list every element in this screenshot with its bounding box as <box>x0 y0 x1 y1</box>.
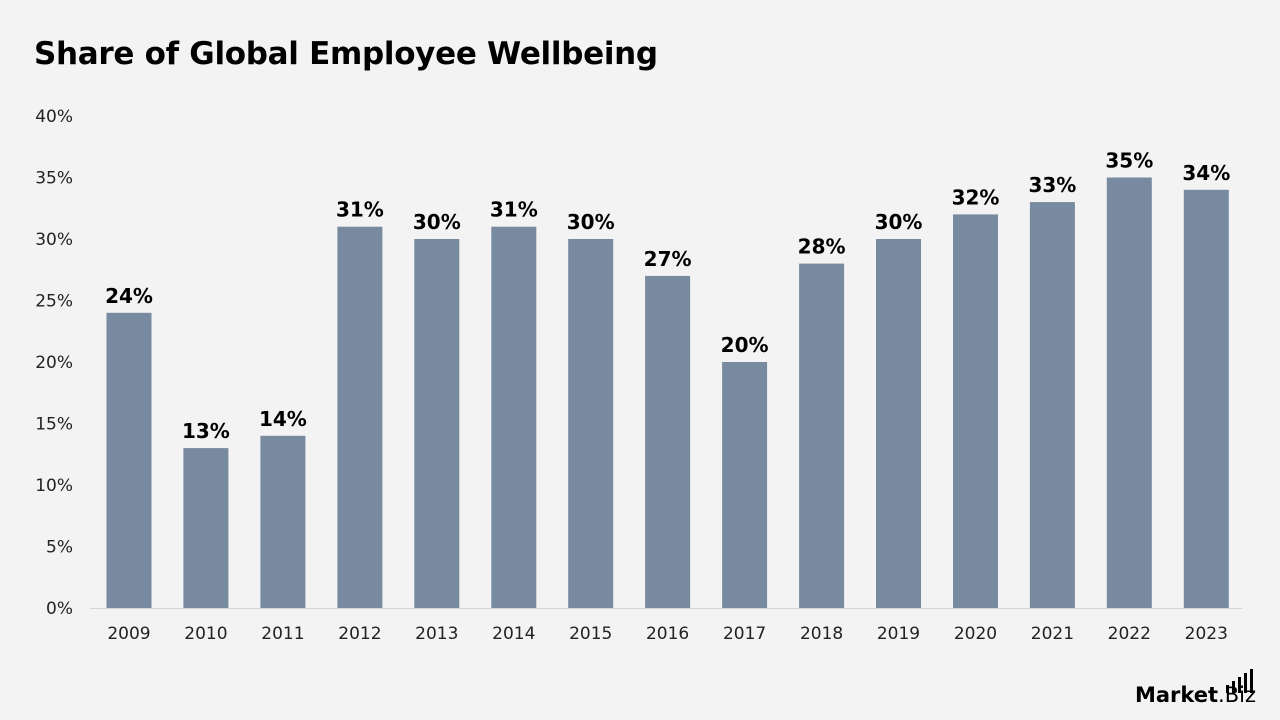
y-tick-label: 25% <box>35 292 73 312</box>
data-label-2012: 31% <box>336 198 384 222</box>
data-label-2011: 14% <box>259 407 307 431</box>
x-tick-label-2021: 2021 <box>1031 624 1074 644</box>
x-axis: 2009 2010 2011 2012 2013 2014 2015 2016 2017 2018… <box>107 624 1228 644</box>
x-tick-label-2011: 2011 <box>261 624 304 644</box>
x-tick-label-2016: 2016 <box>646 624 689 644</box>
data-label-2022: 35% <box>1105 149 1153 173</box>
brand-logo: Market .Biz <box>1134 669 1256 707</box>
data-label-2010: 13% <box>182 419 230 443</box>
signal-bars-icon <box>1226 669 1253 693</box>
x-tick-label-2023: 2023 <box>1185 624 1228 644</box>
x-tick-label-2012: 2012 <box>338 624 381 644</box>
x-tick-label-2013: 2013 <box>415 624 458 644</box>
bar-2019 <box>876 239 921 608</box>
bar-2017 <box>722 362 768 608</box>
bar-2013 <box>414 239 460 608</box>
y-tick-label: 5% <box>46 538 73 558</box>
x-tick-label-2018: 2018 <box>800 624 843 644</box>
data-label-2018: 28% <box>798 235 846 259</box>
bar-2020 <box>953 214 998 608</box>
y-tick-label: 10% <box>35 476 73 496</box>
data-label-2014: 31% <box>490 198 538 222</box>
bar-2012 <box>337 226 383 608</box>
x-tick-label-2017: 2017 <box>723 624 766 644</box>
bar-2023 <box>1183 189 1229 609</box>
bar-2016 <box>645 275 691 608</box>
chart-title: Share of Global Employee Wellbeing <box>34 36 658 72</box>
bar-2018 <box>799 263 845 608</box>
x-tick-label-2020: 2020 <box>954 624 997 644</box>
y-tick-label: 20% <box>35 353 73 373</box>
x-tick-label-2019: 2019 <box>877 624 920 644</box>
y-axis: 0% 5% 10% 15% 20% 25% 30% 35% 40% <box>35 107 73 619</box>
logo-text-market: Market <box>1134 683 1219 707</box>
data-label-2016: 27% <box>644 247 692 271</box>
bar-2011 <box>260 435 306 608</box>
y-tick-label: 15% <box>35 415 73 435</box>
y-tick-label: 35% <box>35 169 73 189</box>
x-tick-label-2015: 2015 <box>569 624 612 644</box>
data-label-2013: 30% <box>413 210 461 234</box>
bar-2022 <box>1106 177 1152 608</box>
y-tick-label: 40% <box>35 107 73 127</box>
bar-2014 <box>491 226 537 608</box>
data-label-2015: 30% <box>567 210 615 234</box>
bar-2010 <box>183 448 229 608</box>
data-labels: 24% 13% 14% 31% 30% 31% 30% 27% 20% 28% 30% 32% 33% 3… <box>105 149 1230 444</box>
bars <box>106 177 1229 609</box>
x-tick-label-2022: 2022 <box>1108 624 1151 644</box>
bar-2009 <box>106 312 152 608</box>
data-label-2021: 33% <box>1028 173 1076 197</box>
bar-2021 <box>1029 202 1075 608</box>
data-label-2019: 30% <box>875 210 923 234</box>
bar-2015 <box>568 239 614 608</box>
data-label-2009: 24% <box>105 284 153 308</box>
data-label-2023: 34% <box>1182 161 1230 185</box>
y-tick-label: 30% <box>35 230 73 250</box>
data-label-2017: 20% <box>721 333 769 357</box>
x-tick-label-2014: 2014 <box>492 624 535 644</box>
y-tick-label: 0% <box>46 599 73 619</box>
x-tick-label-2010: 2010 <box>184 624 227 644</box>
data-label-2020: 32% <box>952 185 1000 209</box>
x-tick-label-2009: 2009 <box>107 624 150 644</box>
